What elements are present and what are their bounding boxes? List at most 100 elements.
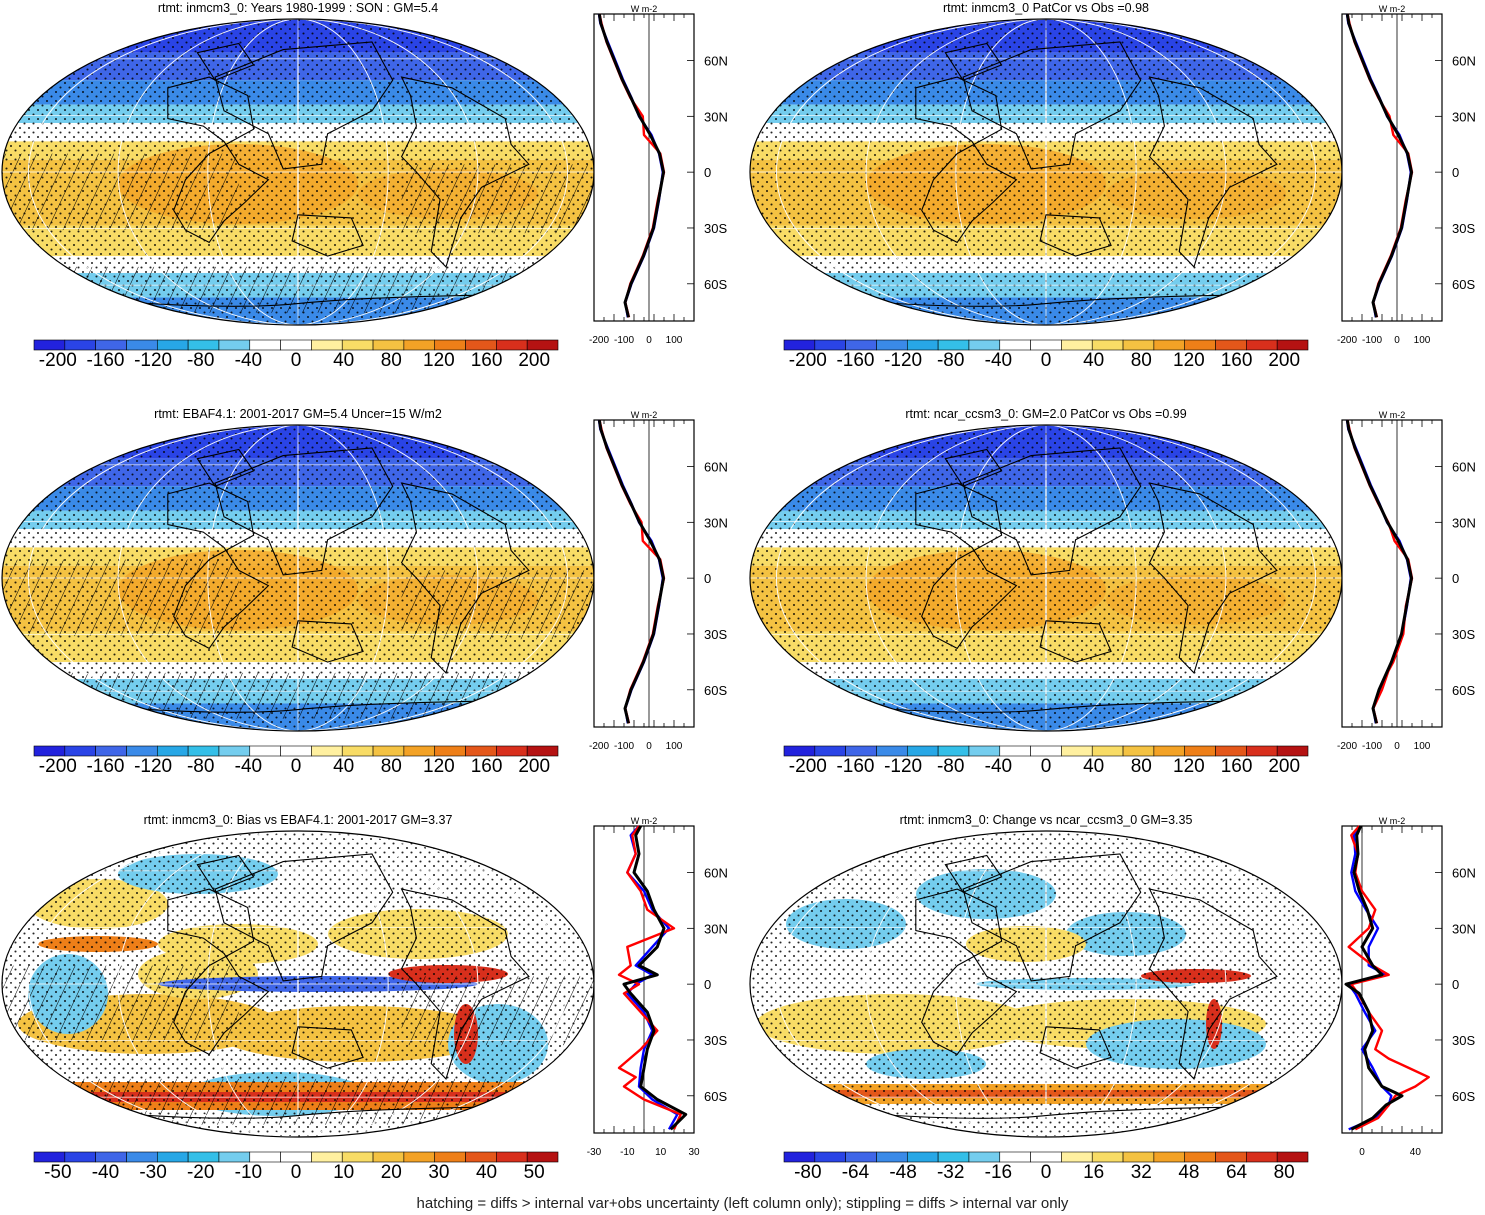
colorbar-cell bbox=[64, 339, 96, 351]
colorbar-cell bbox=[1215, 1151, 1247, 1163]
hatching-overlay bbox=[2, 266, 594, 313]
continent-outline bbox=[214, 853, 394, 982]
colorbar-cell bbox=[937, 745, 970, 757]
continent-outline bbox=[167, 76, 270, 244]
continent-outline bbox=[291, 214, 364, 257]
colorbar-tick-label: 10 bbox=[333, 1162, 354, 1183]
colorbar-cell bbox=[249, 1151, 281, 1163]
colorbar-cell bbox=[465, 1151, 497, 1163]
colorbar-cell bbox=[1030, 745, 1062, 757]
continent-outline bbox=[1148, 888, 1278, 1080]
colorbar-cell bbox=[906, 745, 939, 757]
colorbar-cell bbox=[187, 339, 220, 351]
series-line-obs bbox=[617, 825, 682, 1130]
colorbar-cell bbox=[1276, 1151, 1309, 1163]
colorbar-tick-label: 40 bbox=[333, 756, 354, 777]
colorbar-tick-label: -80 bbox=[937, 756, 964, 777]
colorbar-tick-label: 120 bbox=[423, 756, 455, 777]
lat-tick-label: 30S bbox=[1452, 1033, 1475, 1048]
graticule-line bbox=[27, 425, 569, 731]
colorbar-tick-label: 200 bbox=[1268, 350, 1300, 371]
colorbar-cell bbox=[434, 339, 466, 351]
lat-tick-label: 0 bbox=[704, 977, 711, 992]
colorbar-tick-label: 80 bbox=[381, 350, 402, 371]
colorbar-cell bbox=[968, 339, 1001, 351]
colorbar-tick-label: -48 bbox=[889, 1162, 916, 1183]
colorbar-cell bbox=[33, 1151, 66, 1163]
colorbar-tick-label: 16 bbox=[1083, 1162, 1104, 1183]
lat-tick-label: 30S bbox=[1452, 627, 1475, 642]
colorbar-tick-label: 120 bbox=[1173, 756, 1205, 777]
continent-outline bbox=[915, 482, 1018, 650]
zonal-mean-frame bbox=[1341, 825, 1443, 1134]
colorbar-cell bbox=[814, 1151, 846, 1163]
colorbar-tick-label: 20 bbox=[381, 1162, 402, 1183]
colorbar-tick-label: -40 bbox=[235, 350, 262, 371]
colorbar-tick-label: -120 bbox=[134, 350, 172, 371]
colorbar-tick-label: 80 bbox=[1131, 756, 1152, 777]
colorbar-cell bbox=[876, 1151, 908, 1163]
colorbar-tick-label: 200 bbox=[518, 350, 550, 371]
colorbar-cell bbox=[156, 1151, 189, 1163]
colorbar-cell bbox=[937, 339, 970, 351]
colorbar-tick-label: 0 bbox=[291, 1162, 302, 1183]
colorbar-tick-label: -120 bbox=[884, 756, 922, 777]
colorbar-tick-label: 160 bbox=[471, 756, 503, 777]
lat-tick-label: 30S bbox=[704, 627, 727, 642]
colorbar-cell bbox=[496, 339, 528, 351]
colorbar-tick-label: -120 bbox=[884, 350, 922, 371]
colorbar-cell bbox=[1061, 745, 1093, 757]
colorbar-cell bbox=[999, 339, 1031, 351]
colorbar-cell bbox=[218, 339, 251, 351]
continent-outline bbox=[214, 41, 394, 170]
x-tick-label: 30 bbox=[688, 1147, 700, 1158]
panel-title: rtmt: inmcm3_0: Bias vs EBAF4.1: 2001-20… bbox=[144, 813, 453, 827]
colorbar-cell bbox=[95, 1151, 127, 1163]
graticule-line bbox=[297, 831, 299, 1137]
colorbar-tick-label: -200 bbox=[789, 350, 827, 371]
colorbar-cell bbox=[1246, 745, 1278, 757]
panel-title: rtmt: inmcm3_0 PatCor vs Obs =0.98 bbox=[943, 1, 1149, 15]
x-tick-label: 100 bbox=[666, 335, 683, 346]
colorbar-tick-label: 120 bbox=[1173, 350, 1205, 371]
colorbar-cell bbox=[434, 1151, 466, 1163]
colorbar-tick-label: 160 bbox=[471, 350, 503, 371]
map-panel bbox=[750, 19, 1342, 325]
colorbar-cell bbox=[1030, 339, 1062, 351]
colorbar-tick-label: -50 bbox=[44, 1162, 71, 1183]
series-line-reference bbox=[597, 419, 665, 724]
zonal-mean-frame bbox=[1341, 13, 1443, 322]
continent-outline bbox=[400, 76, 530, 268]
x-tick-label: -200 bbox=[1337, 335, 1357, 346]
colorbar-tick-label: 200 bbox=[1268, 756, 1300, 777]
colorbar-cell bbox=[372, 745, 405, 757]
hatching-overlay bbox=[2, 965, 239, 1043]
graticule-line bbox=[865, 831, 1227, 1137]
colorbar-cell bbox=[372, 1151, 405, 1163]
colorbar-cell bbox=[814, 745, 846, 757]
colorbar-cell bbox=[1091, 1151, 1124, 1163]
series-line-reference bbox=[622, 825, 688, 1131]
zonal-mean-frame bbox=[593, 13, 695, 322]
colorbar-cell bbox=[1153, 1151, 1186, 1163]
lat-tick-label: 0 bbox=[1452, 165, 1459, 180]
graticule-line bbox=[117, 425, 479, 731]
colorbar-cell bbox=[311, 339, 343, 351]
colorbar-cell bbox=[126, 1151, 158, 1163]
colorbar-tick-label: 30 bbox=[428, 1162, 449, 1183]
graticule-line bbox=[1045, 831, 1047, 1137]
x-tick-label: -100 bbox=[1362, 335, 1382, 346]
lat-tick-label: 60S bbox=[704, 683, 727, 698]
colorbar-cell bbox=[1246, 1151, 1278, 1163]
panel-title: rtmt: ncar_ccsm3_0: GM=2.0 PatCor vs Obs… bbox=[905, 407, 1186, 421]
colorbar-cell bbox=[126, 745, 158, 757]
lat-tick-label: 0 bbox=[1452, 571, 1459, 586]
colorbar-cell bbox=[1184, 745, 1216, 757]
hatching-overlay bbox=[401, 164, 594, 234]
graticule-line bbox=[27, 831, 569, 1137]
continent-outline bbox=[944, 448, 1003, 487]
colorbar-tick-label: 32 bbox=[1131, 1162, 1152, 1183]
continent-outline bbox=[400, 482, 530, 674]
graticule-line bbox=[955, 19, 1137, 325]
